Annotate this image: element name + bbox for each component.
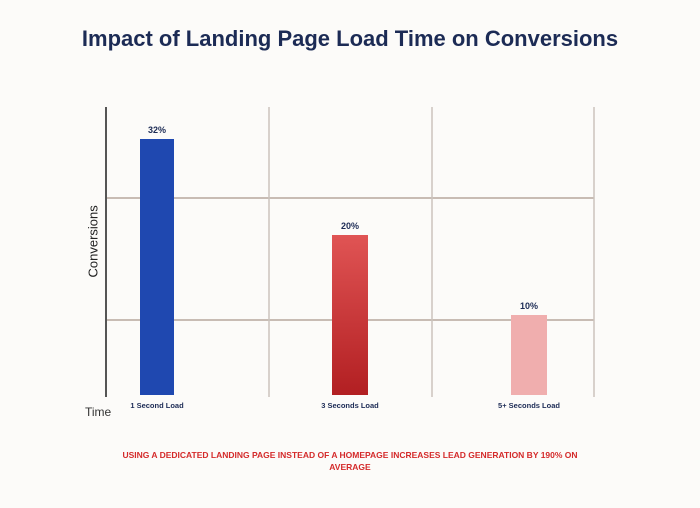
x-tick-label: 3 Seconds Load bbox=[321, 401, 379, 410]
y-axis-label: Conversions bbox=[85, 205, 101, 278]
bar bbox=[140, 139, 174, 395]
x-tick-label: 1 Second Load bbox=[130, 401, 184, 410]
chart-title: Impact of Landing Page Load Time on Conv… bbox=[81, 26, 619, 51]
bar bbox=[511, 315, 547, 395]
data-label: 20% bbox=[341, 221, 359, 231]
x-tick-label: 5+ Seconds Load bbox=[498, 401, 560, 410]
bar bbox=[332, 235, 368, 395]
data-label: 32% bbox=[148, 125, 166, 135]
annotation-note: USING A DEDICATED LANDING PAGE INSTEAD O… bbox=[122, 450, 578, 472]
x-axis-label: Time bbox=[85, 405, 112, 419]
data-label: 10% bbox=[520, 301, 538, 311]
